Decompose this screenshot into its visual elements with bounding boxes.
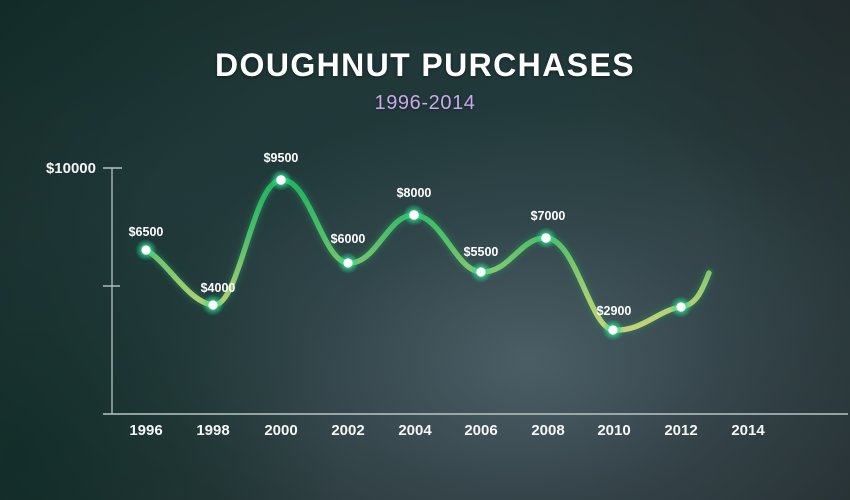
data-point-dot [141,245,151,255]
data-point-1998[interactable] [202,294,224,316]
x-axis-label-2004: 2004 [398,422,432,439]
data-label-2002: $6000 [331,232,366,246]
x-axis-label-2006: 2006 [464,422,497,439]
data-point-dot [208,300,218,310]
data-point-2008[interactable] [535,227,557,249]
data-point-dot [676,302,686,312]
x-axis-label-2000: 2000 [264,422,297,439]
data-point-2004[interactable] [403,204,425,226]
data-label-2008: $7000 [531,209,566,223]
data-point-dot [476,267,486,277]
x-axis-label-2008: 2008 [531,422,564,439]
data-point-dot [343,258,353,268]
x-axis-label-1998: 1998 [196,422,229,439]
data-label-2004: $8000 [397,186,432,200]
data-point-dot [608,325,618,335]
data-point-2000[interactable] [270,169,292,191]
data-points [135,169,692,341]
x-axis-label-2010: 2010 [597,422,630,439]
data-point-2002[interactable] [337,252,359,274]
data-point-2010[interactable] [602,319,624,341]
data-label-1998: $4000 [201,281,236,295]
data-point-labels: $6500 $4000 $9500 $6000 $8000 $5500 $700… [129,151,632,318]
y-axis: $10000 [46,160,122,414]
data-label-2006: $5500 [464,245,499,259]
data-label-2010: $2900 [597,304,632,318]
data-point-dot [276,175,286,185]
x-axis-label-1996: 1996 [129,422,162,439]
x-axis-label-2014: 2014 [731,422,765,439]
chart-subtitle: 1996-2014 [374,92,476,114]
data-point-2006[interactable] [470,261,492,283]
x-axis-label-2012: 2012 [664,422,697,439]
data-point-2012[interactable] [670,296,692,318]
chart-title: DOUGHNUT PURCHASES [215,47,635,83]
data-point-dot [541,233,551,243]
data-point-1996[interactable] [135,239,157,261]
y-axis-label-10000: $10000 [46,160,96,177]
x-axis: 1996 1998 2000 2002 2004 2006 2008 2010 … [103,413,848,439]
data-label-1996: $6500 [129,225,164,239]
data-label-2000: $9500 [264,151,299,165]
data-point-dot [409,210,419,220]
x-axis-label-2002: 2002 [331,422,364,439]
